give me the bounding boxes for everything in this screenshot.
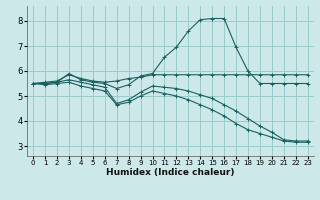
X-axis label: Humidex (Indice chaleur): Humidex (Indice chaleur) <box>106 168 235 177</box>
